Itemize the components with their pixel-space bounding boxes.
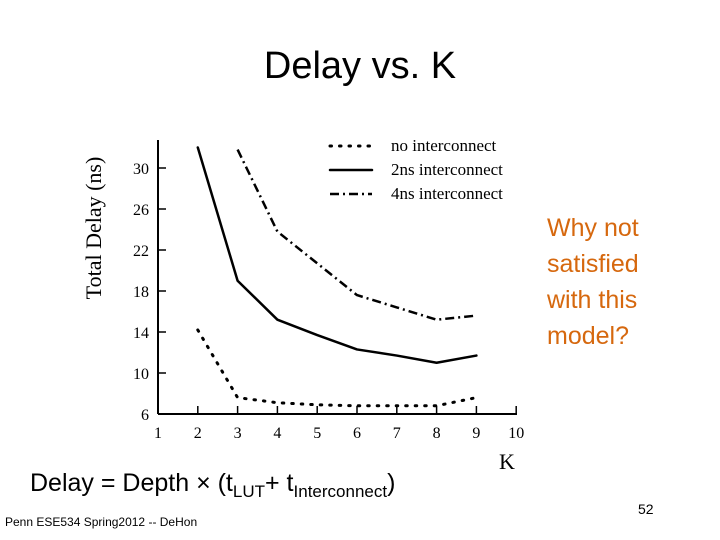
chart-axes: 6 10 14 18 22 26 30 1 2 3 4 5 6 7 8 9 10	[133, 140, 524, 442]
x-tick-label: 8	[433, 425, 441, 442]
x-tick-label: 9	[472, 425, 480, 442]
legend-label-3: 4ns interconnect	[391, 184, 503, 203]
formula-suffix: )	[387, 469, 396, 497]
x-tick-label: 3	[234, 425, 242, 442]
x-tick-label: 4	[273, 425, 281, 442]
y-tick-label: 6	[141, 407, 149, 424]
formula-prefix: Delay = Depth × (t	[30, 469, 233, 497]
slide-title: Delay vs. K	[263, 45, 457, 87]
legend-label-1: no interconnect	[391, 136, 497, 155]
y-tick-label: 22	[133, 243, 149, 260]
series-line-1	[196, 328, 478, 408]
legend-label-2: 2ns interconnect	[391, 160, 503, 179]
y-tick-label: 30	[133, 161, 149, 178]
x-tick-label: 6	[353, 425, 361, 442]
x-tick-label: 10	[508, 425, 524, 442]
x-tick-label: 1	[154, 425, 162, 442]
y-tick-label: 26	[133, 202, 149, 219]
series-line-3	[236, 149, 477, 321]
formula-sub-lut: LUT	[232, 482, 266, 501]
x-axis-label: K	[499, 449, 515, 474]
formula-mid: + t	[265, 469, 294, 497]
page-number: 52	[638, 501, 654, 517]
chart-legend: no interconnect 2ns interconnect 4ns inter…	[322, 132, 522, 204]
x-tick-label: 7	[393, 425, 401, 442]
x-tick-label: 5	[313, 425, 321, 442]
x-tick-label: 2	[194, 425, 202, 442]
formula-sub-interconnect: Interconnect	[293, 482, 388, 501]
chart-series-layer	[196, 146, 478, 408]
y-tick-label: 14	[133, 325, 149, 342]
series-line-2	[196, 146, 478, 364]
y-tick-label: 10	[133, 366, 149, 383]
y-axis-label: Total Delay (ns)	[81, 157, 106, 300]
y-tick-label: 18	[133, 284, 149, 301]
footer-credit: Penn ESE534 Spring2012 -- DeHon	[5, 515, 198, 529]
side-question: Why not satisfied with this model?	[547, 214, 639, 350]
legend-background	[322, 132, 522, 204]
delay-formula: Delay = Depth × (tLUT+ tInterconnect)	[30, 469, 395, 502]
